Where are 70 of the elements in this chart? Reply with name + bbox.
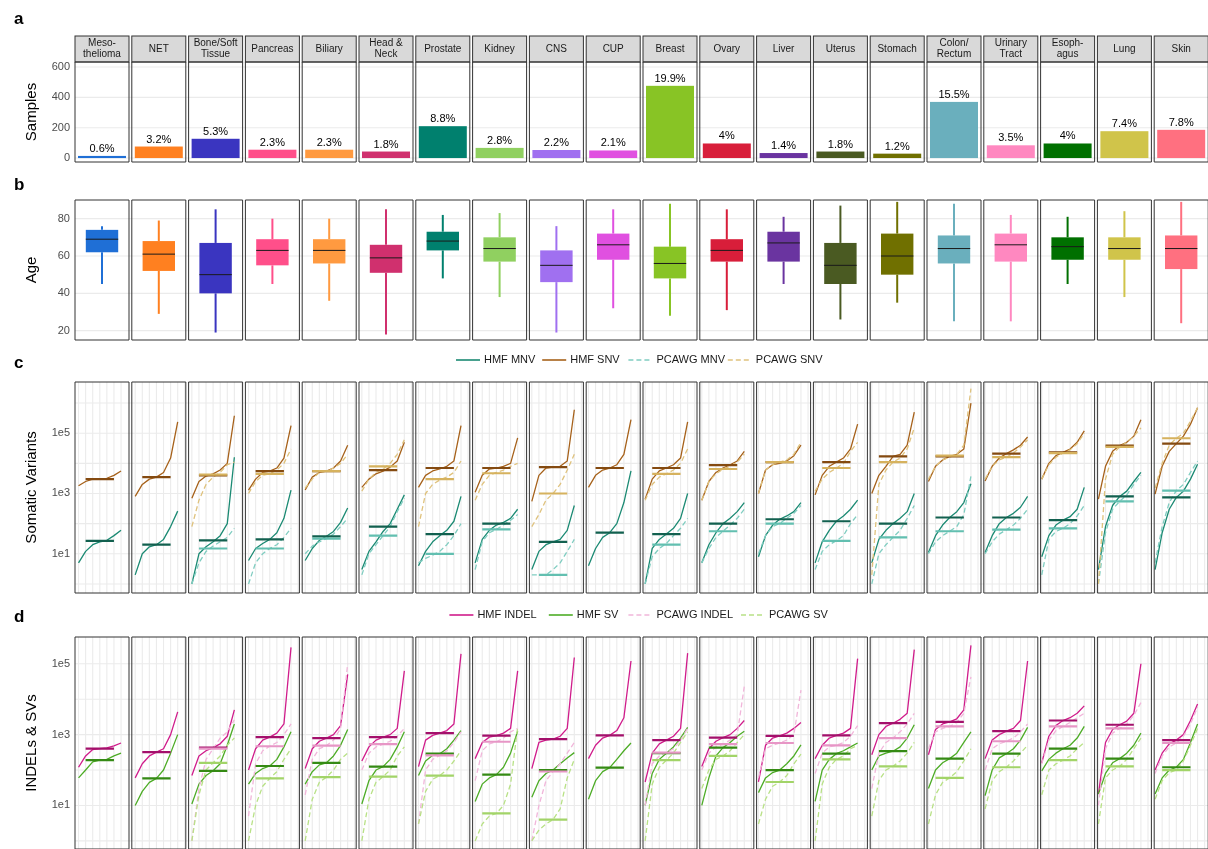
legend-label: HMF SV xyxy=(576,607,620,620)
x-tick-label: Esoph- agus xyxy=(1051,37,1084,60)
annotation: 2.3% xyxy=(259,135,286,148)
legend-label: HMF INDEL xyxy=(477,607,537,620)
y-tick-label: 400 xyxy=(51,90,70,103)
legend-label: PCAWG MNV xyxy=(656,352,726,365)
x-tick-label: Pancreas xyxy=(251,42,294,54)
x-tick-label: Liver xyxy=(772,42,796,54)
annotation: 3.5% xyxy=(998,131,1024,144)
annotation: 1.8% xyxy=(827,137,854,150)
legend-label: PCAWG SNV xyxy=(755,352,824,365)
chart-title: d xyxy=(14,607,25,626)
annotation: 1.2% xyxy=(884,139,910,152)
y-tick-label: 40 xyxy=(57,286,70,299)
y-tick-label: 1e3 xyxy=(51,486,70,499)
y-tick-label: 1e1 xyxy=(51,546,70,559)
x-tick-label: Head & Neck xyxy=(369,37,403,60)
x-tick-label: NET xyxy=(148,42,169,54)
x-tick-label: Skin xyxy=(1171,42,1191,54)
annotation: 2.3% xyxy=(316,135,342,148)
x-tick-label: Uterus xyxy=(825,42,856,54)
legend-label: PCAWG SV xyxy=(769,607,829,620)
y-tick-label: 1e3 xyxy=(51,727,70,740)
x-tick-label: Prostate xyxy=(424,42,462,54)
y-tick-label: 20 xyxy=(57,323,70,336)
annotation: 1.8% xyxy=(373,137,399,150)
legend-label: PCAWG INDEL xyxy=(656,607,734,620)
annotation: 7.8% xyxy=(1168,115,1194,128)
x-tick-label: Biliary xyxy=(315,42,343,54)
x-tick-label: Meso- thelioma xyxy=(83,37,122,60)
y-tick-label: 1e5 xyxy=(51,426,70,439)
annotation: 8.8% xyxy=(430,112,456,125)
annotation: 7.4% xyxy=(1111,117,1138,130)
annotation: 5.3% xyxy=(203,124,229,137)
y-axis-title: INDELs & SVs xyxy=(22,694,39,792)
y-tick-label: 1e5 xyxy=(51,656,70,669)
annotation: 4% xyxy=(718,129,735,142)
legend-label: HMF MNV xyxy=(484,352,536,365)
y-tick-label: 60 xyxy=(57,248,70,261)
y-axis-title: Age xyxy=(22,256,39,284)
x-tick-label: Stomach xyxy=(877,42,917,54)
x-tick-label: Urinary Tract xyxy=(994,37,1027,60)
annotation: 15.5% xyxy=(938,87,970,100)
y-axis-title: Somatic Variants xyxy=(22,431,39,544)
annotation: 1.4% xyxy=(771,139,797,152)
chart-title: c xyxy=(14,353,24,372)
x-tick-label: CUP xyxy=(602,42,625,54)
annotation: 4% xyxy=(1059,129,1076,142)
x-tick-label: Bone/Soft Tissue xyxy=(193,37,238,60)
chart-title: b xyxy=(14,175,25,194)
annotation: 2.2% xyxy=(543,136,570,149)
legend-label: HMF SNV xyxy=(570,352,621,365)
x-tick-label: Colon/ Rectum xyxy=(936,37,972,60)
x-tick-label: CNS xyxy=(545,42,568,54)
y-tick-label: 80 xyxy=(57,211,70,224)
x-tick-label: Ovary xyxy=(713,42,741,54)
annotation: 3.2% xyxy=(146,132,172,145)
chart-title: a xyxy=(14,9,24,28)
annotation: 2.8% xyxy=(487,133,513,146)
x-tick-label: Lung xyxy=(1113,42,1136,54)
annotation: 19.9% xyxy=(654,71,686,84)
y-tick-label: 0 xyxy=(63,150,70,163)
y-tick-label: 1e1 xyxy=(51,798,70,811)
y-tick-label: 200 xyxy=(51,120,70,133)
annotation: 0.6% xyxy=(89,141,115,154)
annotation: 2.1% xyxy=(600,136,626,149)
y-axis-title: Samples xyxy=(22,82,39,142)
x-tick-label: Kidney xyxy=(484,42,515,54)
y-tick-label: 600 xyxy=(51,59,70,72)
x-tick-label: Breast xyxy=(655,42,685,54)
